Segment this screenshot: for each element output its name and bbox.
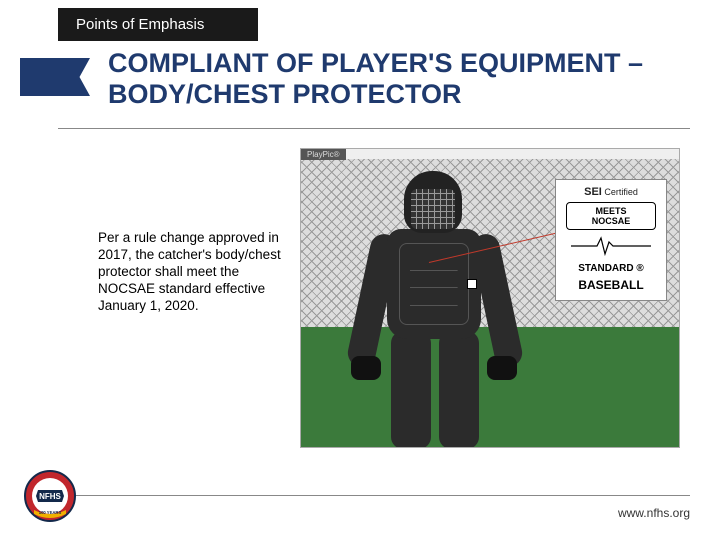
divider-bottom (58, 495, 690, 496)
ekg-icon (571, 236, 651, 256)
catcher-leg-left (391, 331, 431, 448)
logo-text-bottom: 100 YEARS (39, 510, 62, 515)
meets-line1: MEETS (569, 206, 653, 216)
catcher-glove-right (487, 356, 517, 380)
sei-certified-text: Certified (604, 187, 638, 197)
chest-marker-icon (467, 279, 477, 289)
catcher-figure (349, 171, 519, 448)
body-paragraph: Per a rule change approved in 2017, the … (98, 230, 288, 314)
certification-callout: SEI Certified MEETS NOCSAE STANDARD ® BA… (555, 179, 667, 301)
flag-bullet-icon (20, 58, 90, 96)
sei-certified-label: SEI Certified (560, 186, 662, 198)
slide-title: COMPLIANT OF PLAYER'S EQUIPMENT – BODY/C… (108, 48, 690, 110)
sei-brand: SEI (584, 186, 602, 198)
catcher-leg-right (439, 331, 479, 448)
playpic-badge: PlayPic® (301, 149, 346, 160)
meets-line2: NOCSAE (569, 216, 653, 226)
section-tab: Points of Emphasis (58, 8, 258, 41)
illustration-panel: PlayPic® SEI Certified MEETS NOCSAE STAN… (300, 148, 680, 448)
sport-label: BASEBALL (560, 278, 662, 292)
footer-url: www.nfhs.org (618, 506, 690, 520)
catcher-mask (411, 189, 455, 229)
catcher-glove-left (351, 356, 381, 380)
nfhs-logo-icon: NFHS 100 YEARS (24, 470, 76, 522)
standard-label: STANDARD ® (560, 263, 662, 274)
meets-nocsae-box: MEETS NOCSAE (566, 202, 656, 230)
divider-top (58, 128, 690, 129)
logo-text-top: NFHS (39, 492, 61, 501)
